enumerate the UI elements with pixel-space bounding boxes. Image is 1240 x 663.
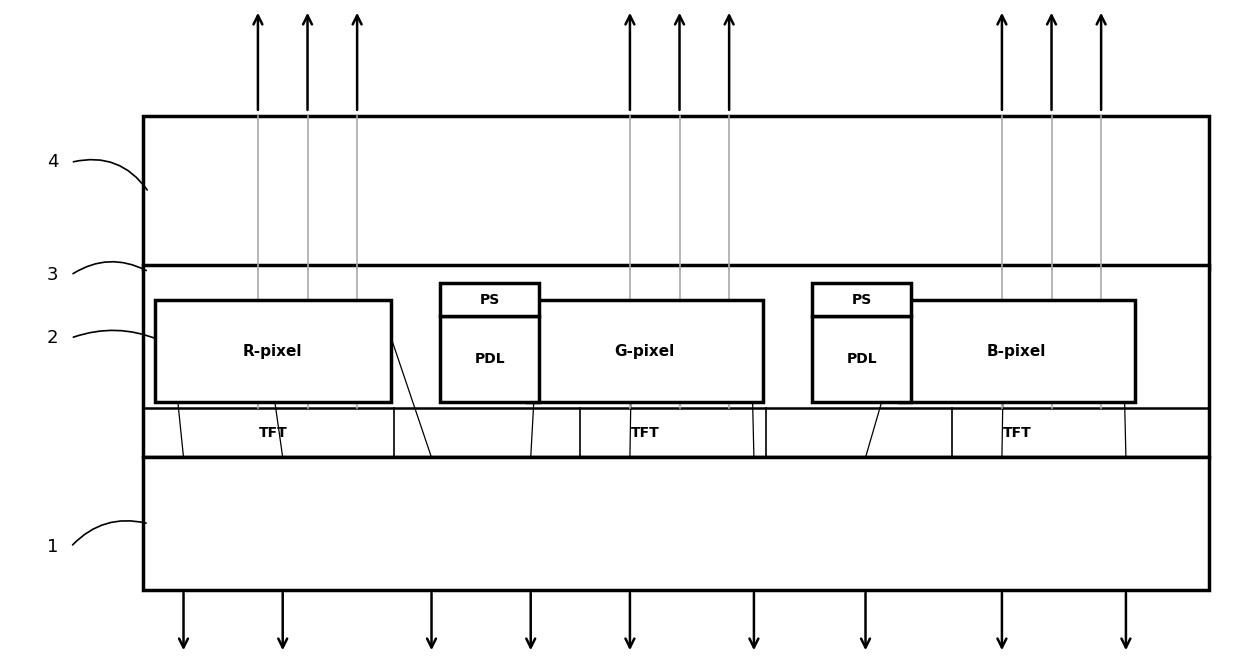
Text: 2: 2 [47, 329, 58, 347]
Text: 3: 3 [47, 266, 58, 284]
Text: B-pixel: B-pixel [987, 343, 1047, 359]
Bar [527, 300, 763, 402]
Text: PS: PS [480, 292, 500, 307]
Text: TFT: TFT [630, 426, 660, 440]
Bar [440, 283, 539, 316]
Text: R-pixel: R-pixel [243, 343, 303, 359]
Bar [440, 316, 539, 402]
Text: PDL: PDL [475, 352, 505, 367]
Bar [899, 300, 1135, 402]
Bar [143, 116, 1209, 269]
Bar [155, 300, 391, 402]
Text: 1: 1 [47, 538, 58, 556]
Text: TFT: TFT [1002, 426, 1032, 440]
Text: 4: 4 [47, 153, 58, 172]
Text: G-pixel: G-pixel [615, 343, 675, 359]
Bar [143, 457, 1209, 590]
Text: PS: PS [852, 292, 872, 307]
Bar [143, 265, 1209, 457]
Text: TFT: TFT [258, 426, 288, 440]
Bar [812, 283, 911, 316]
Text: PDL: PDL [847, 352, 877, 367]
Bar [812, 316, 911, 402]
